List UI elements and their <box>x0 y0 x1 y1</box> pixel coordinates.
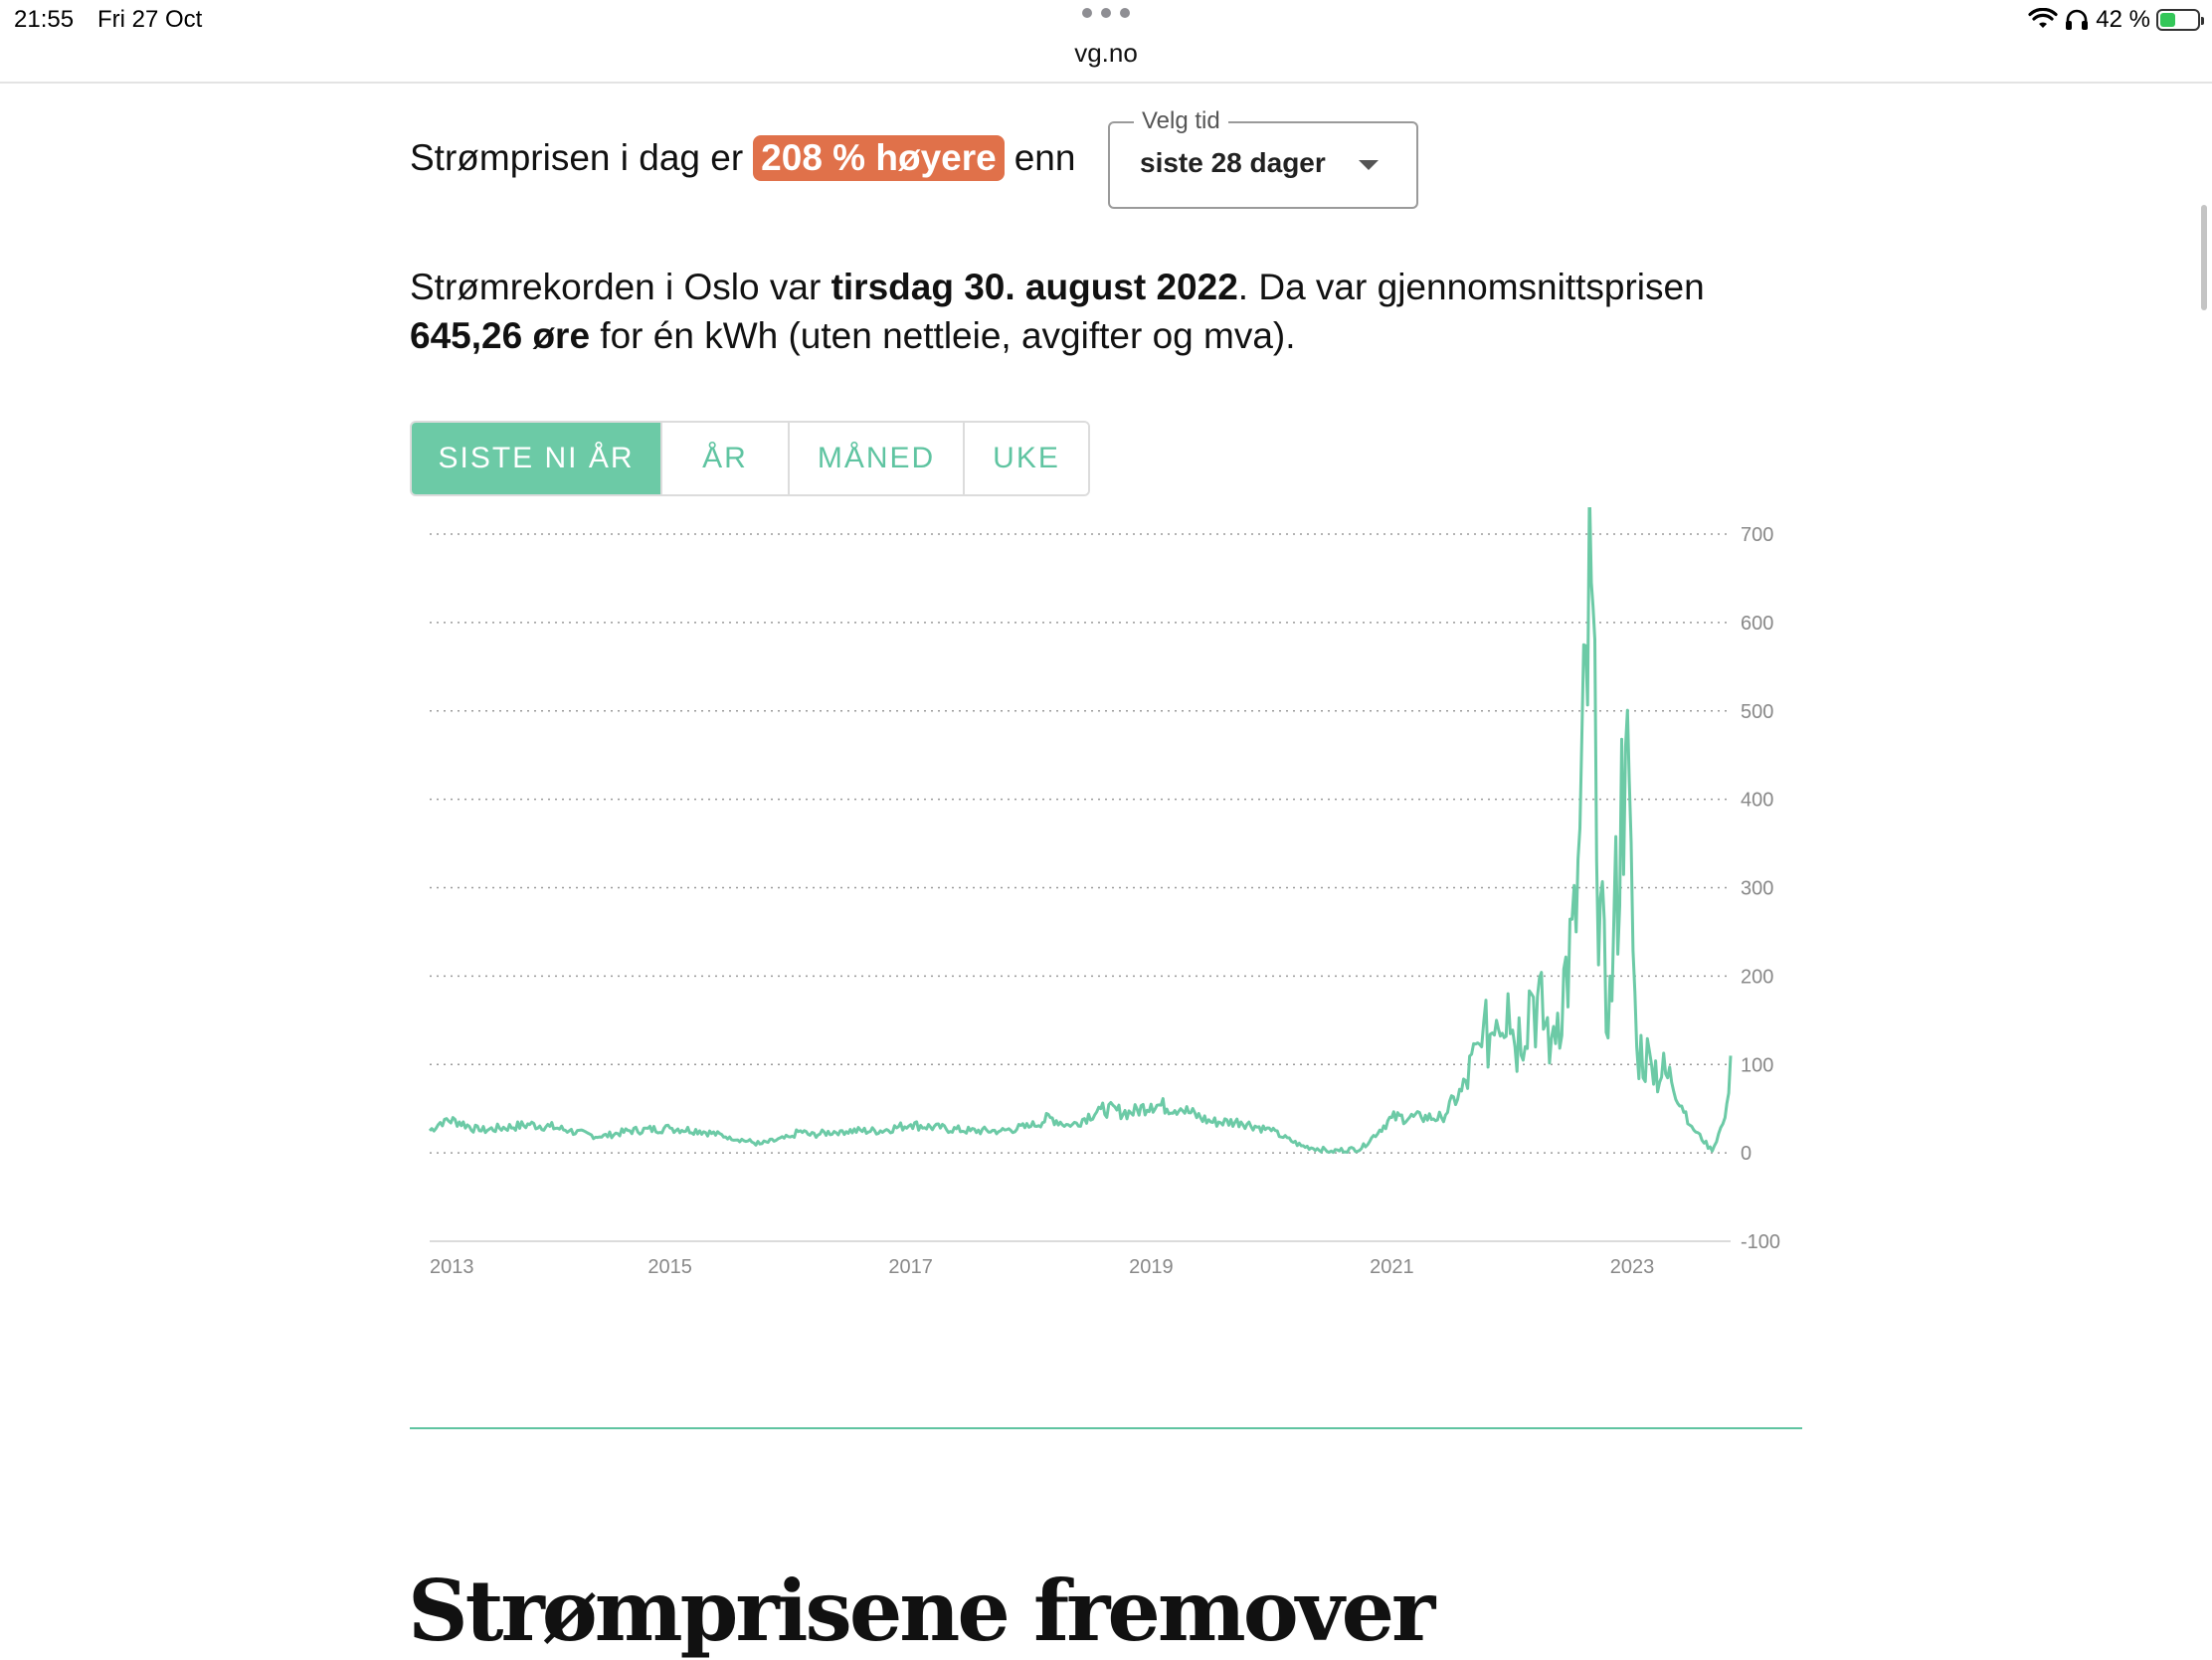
price-change-badge: 208 % høyere <box>753 135 1005 181</box>
y-tick-label: 100 <box>1741 1054 1773 1076</box>
section-divider <box>410 1427 1802 1429</box>
time-select-value[interactable]: siste 28 dager <box>1140 147 1326 178</box>
status-date: Fri 27 Oct <box>97 6 203 33</box>
price-comparison-line: Strømprisen i dag er 208 % høyere enn <box>410 135 1075 181</box>
y-tick-label: 300 <box>1741 878 1773 900</box>
tab-uke[interactable]: UKE <box>963 423 1088 494</box>
battery-percent: 42 % <box>2096 6 2150 33</box>
y-tick-label: 0 <box>1741 1143 1751 1165</box>
price-line-prefix: Strømprisen i dag er <box>410 137 744 178</box>
section-heading: Strømprisene fremover <box>408 1562 1435 1660</box>
battery-charging-icon <box>2156 9 2204 31</box>
y-tick-label: 600 <box>1741 613 1773 635</box>
record-price: 645,26 øre <box>410 315 591 356</box>
y-tick-label: 500 <box>1741 701 1773 723</box>
status-indicators: 42 % <box>2028 4 2204 36</box>
x-tick-label: 2023 <box>1610 1256 1655 1278</box>
price-line-suffix: enn <box>1014 137 1076 178</box>
time-select-label: Velg tid <box>1134 107 1228 135</box>
y-axis-ticks: 700 600 500 400 300 200 100 0 -100 <box>1741 524 1780 1253</box>
status-bar: 21:55 Fri 27 Oct vg.no 42 % <box>0 0 2212 84</box>
x-tick-label: 2015 <box>647 1256 692 1278</box>
chevron-down-icon[interactable] <box>1359 160 1379 170</box>
x-tick-label: 2019 <box>1129 1256 1174 1278</box>
x-tick-label: 2021 <box>1370 1256 1414 1278</box>
wifi-icon <box>2028 8 2058 28</box>
record-text-part: . Da var gjennomsnittsprisen <box>1237 267 1705 307</box>
status-time: 21:55 <box>14 6 75 33</box>
x-tick-label: 2013 <box>430 1256 474 1278</box>
y-tick-label: 700 <box>1741 524 1773 546</box>
period-tabs: SISTE NI ÅR ÅR MÅNED UKE <box>410 421 1090 496</box>
record-text-part: Strømrekorden i Oslo var <box>410 267 831 307</box>
price-series-line <box>428 507 1733 1155</box>
tab-maned[interactable]: MÅNED <box>788 423 963 494</box>
address-url[interactable]: vg.no <box>1074 38 1138 68</box>
price-record-text: Strømrekorden i Oslo var tirsdag 30. aug… <box>410 263 1802 360</box>
record-date: tirsdag 30. august 2022 <box>830 267 1238 307</box>
tab-ar[interactable]: ÅR <box>660 423 788 494</box>
x-tick-label: 2017 <box>888 1256 933 1278</box>
record-text-part: for én kWh (uten nettleie, avgifter og m… <box>590 315 1296 356</box>
y-tick-label: 200 <box>1741 966 1773 988</box>
x-axis-ticks: 2013 2015 2017 2019 2021 2023 <box>430 1256 1654 1278</box>
chart-gridlines <box>430 533 1731 1242</box>
time-period-select[interactable] <box>1108 121 1418 209</box>
y-tick-label: 400 <box>1741 790 1773 812</box>
multitasking-dots-icon[interactable] <box>1082 8 1130 18</box>
y-tick-label: -100 <box>1741 1231 1780 1253</box>
headphones-icon <box>2066 9 2089 30</box>
page-scrollbar[interactable] <box>2201 205 2207 310</box>
tab-siste-ni-ar[interactable]: SISTE NI ÅR <box>412 423 660 494</box>
